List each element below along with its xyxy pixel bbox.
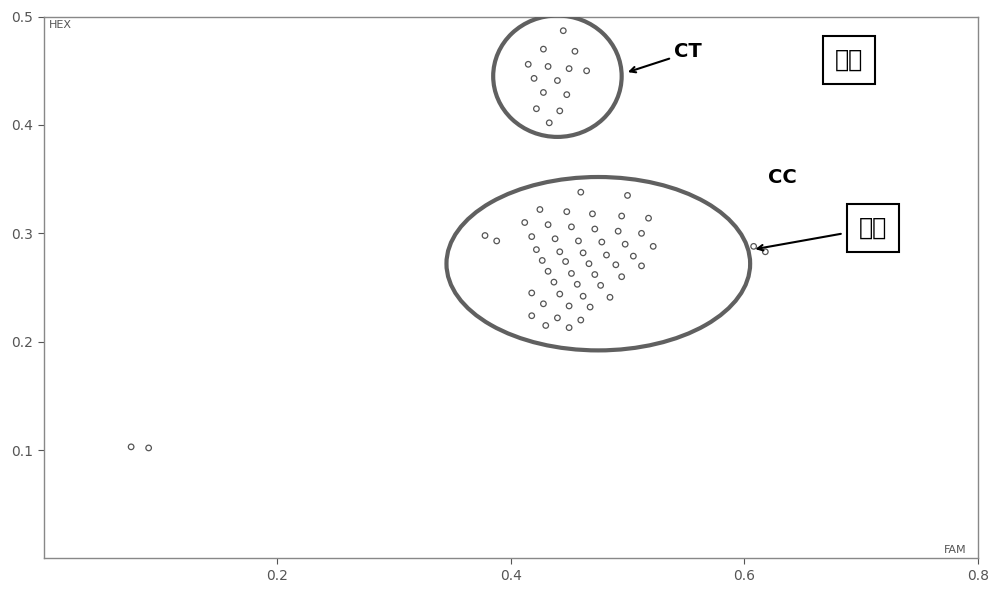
Point bbox=[552, 106, 568, 116]
Point bbox=[532, 205, 548, 214]
Point bbox=[573, 188, 589, 197]
Point bbox=[546, 277, 562, 287]
Point bbox=[547, 234, 563, 244]
Point bbox=[746, 242, 762, 251]
Point bbox=[561, 301, 577, 311]
Point bbox=[757, 247, 773, 257]
Point bbox=[535, 45, 551, 54]
Point bbox=[575, 248, 591, 258]
Point bbox=[520, 59, 536, 69]
Point bbox=[477, 231, 493, 241]
Point bbox=[594, 237, 610, 247]
Point bbox=[528, 104, 544, 113]
Point bbox=[552, 247, 568, 257]
Point bbox=[524, 232, 540, 241]
Point bbox=[584, 209, 600, 219]
Point bbox=[541, 118, 557, 128]
Point bbox=[528, 245, 544, 254]
Point bbox=[582, 302, 598, 312]
Point bbox=[549, 313, 565, 323]
Point bbox=[489, 236, 505, 246]
Text: FAM: FAM bbox=[944, 545, 966, 555]
Text: 紫色: 紫色 bbox=[835, 48, 864, 72]
Point bbox=[555, 26, 571, 36]
Point bbox=[540, 220, 556, 229]
Point bbox=[620, 191, 636, 200]
Point bbox=[579, 66, 595, 75]
Point bbox=[610, 226, 626, 236]
Point bbox=[561, 64, 577, 74]
Point bbox=[123, 442, 139, 451]
Point bbox=[587, 225, 603, 234]
Point bbox=[558, 257, 574, 266]
Point bbox=[540, 62, 556, 71]
Point bbox=[581, 259, 597, 268]
Point bbox=[549, 76, 565, 86]
Point bbox=[602, 292, 618, 302]
Text: CT: CT bbox=[674, 42, 702, 61]
Point bbox=[563, 268, 579, 278]
Point bbox=[645, 242, 661, 251]
Point bbox=[563, 222, 579, 232]
Point bbox=[641, 213, 657, 223]
Point bbox=[524, 288, 540, 298]
Point bbox=[617, 239, 633, 249]
Point bbox=[552, 289, 568, 299]
Point bbox=[598, 250, 614, 260]
Point bbox=[634, 229, 650, 238]
Point bbox=[575, 292, 591, 301]
Point bbox=[559, 90, 575, 99]
Point bbox=[573, 315, 589, 325]
Point bbox=[141, 443, 157, 453]
Point bbox=[535, 299, 551, 308]
Point bbox=[526, 74, 542, 83]
Point bbox=[559, 207, 575, 216]
Point bbox=[569, 280, 585, 289]
Point bbox=[561, 323, 577, 333]
Point bbox=[524, 311, 540, 321]
Point bbox=[540, 267, 556, 276]
Point bbox=[593, 280, 609, 290]
Point bbox=[634, 261, 650, 271]
Point bbox=[625, 251, 641, 261]
Point bbox=[614, 211, 630, 221]
Text: HEX: HEX bbox=[49, 20, 72, 30]
Point bbox=[587, 270, 603, 279]
Point bbox=[535, 88, 551, 97]
Point bbox=[608, 260, 624, 270]
Point bbox=[567, 46, 583, 56]
Point bbox=[570, 236, 586, 246]
Point bbox=[534, 255, 550, 265]
Point bbox=[614, 272, 630, 282]
Point bbox=[538, 321, 554, 330]
Text: 红色: 红色 bbox=[859, 216, 887, 240]
Point bbox=[517, 218, 533, 228]
Text: CC: CC bbox=[768, 168, 796, 187]
